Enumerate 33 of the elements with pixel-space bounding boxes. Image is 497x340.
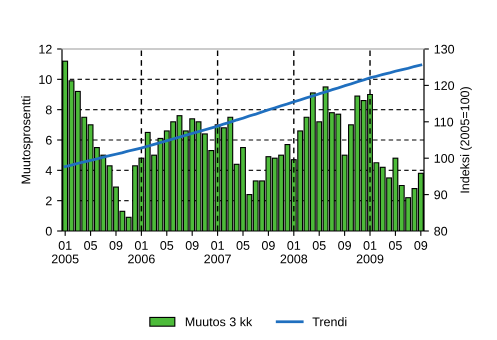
y-tick-label: 12 xyxy=(39,44,52,54)
y2-tick-label: 110 xyxy=(434,118,454,126)
x-tick-label: 05 xyxy=(388,241,402,250)
x-tick-label: 09 xyxy=(414,241,428,250)
y2-tick-label: 90 xyxy=(434,190,448,200)
y-axis-title: Muutosprosentti xyxy=(21,96,33,184)
y-tick-label: 0 xyxy=(46,226,52,236)
y-tick-label: 6 xyxy=(46,136,52,145)
y2-tick-label: 120 xyxy=(434,81,454,90)
y-tick-label: 8 xyxy=(46,105,52,114)
legend-label: Muutos 3 kk xyxy=(186,317,252,326)
x-tick-label: 01 2007 xyxy=(204,241,231,264)
x-tick-label: 09 xyxy=(338,241,351,250)
x-tick-label: 01 2008 xyxy=(280,241,308,264)
x-tick-label: 09 xyxy=(110,241,122,250)
x-tick-label: 09 xyxy=(262,241,275,250)
x-tick-label: 01 2006 xyxy=(128,241,155,264)
line-series xyxy=(64,64,422,168)
x-tick-label: 05 xyxy=(236,241,250,250)
x-tick-label: 05 xyxy=(312,241,326,250)
legend-label: Trendi xyxy=(312,317,346,326)
x-tick-label: 05 xyxy=(84,241,98,250)
y-tick-label: 4 xyxy=(46,166,52,175)
x-tick-label: 09 xyxy=(186,241,199,250)
y-tick-label: 2 xyxy=(46,196,52,206)
x-tick-label: 05 xyxy=(160,241,174,250)
y-tick-label: 10 xyxy=(39,75,52,84)
y2-tick-label: 80 xyxy=(434,226,448,236)
y2-tick-label: 100 xyxy=(434,154,454,163)
y2-axis-title: Indeksi (2005=100) xyxy=(460,87,472,193)
x-tick-label: 01 2009 xyxy=(356,241,384,264)
y2-tick-label: 130 xyxy=(434,44,454,54)
x-tick-label: 01 2005 xyxy=(52,241,79,264)
